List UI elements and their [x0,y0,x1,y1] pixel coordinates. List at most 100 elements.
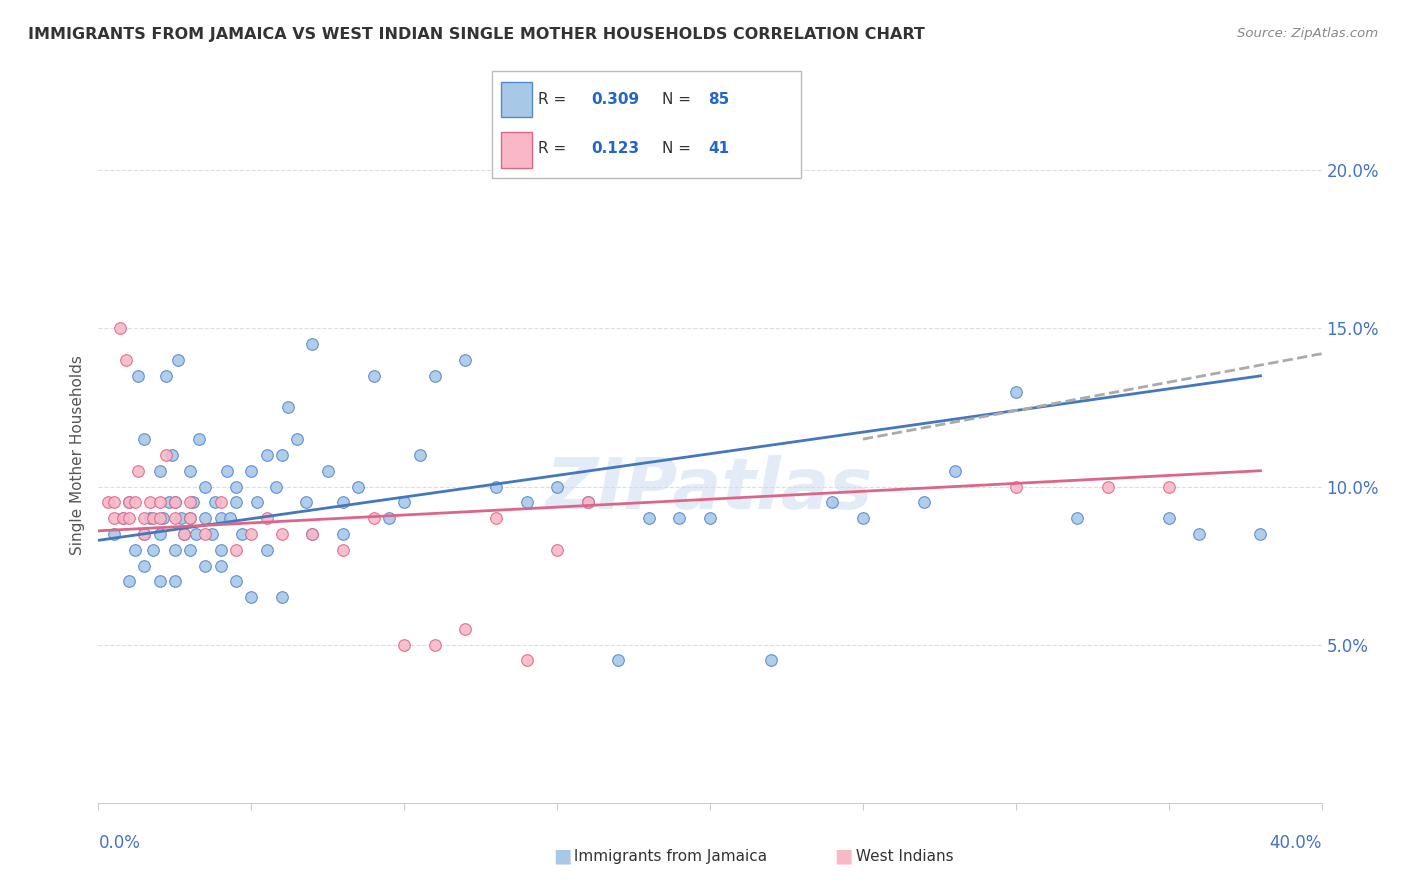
Point [225,542,247,557]
Point [576,495,599,509]
Point [912,495,935,509]
Point [454,622,477,636]
Text: 40.0%: 40.0% [1270,834,1322,852]
Bar [502,132,533,168]
Point [127,464,149,478]
Point [111,511,134,525]
Point [1188,527,1211,541]
Point [194,558,217,573]
Point [127,368,149,383]
Point [163,542,186,557]
Point [332,542,354,557]
Point [363,511,385,525]
Point [607,653,630,667]
Point [301,527,323,541]
Point [546,479,568,493]
Point [179,464,201,478]
Point [332,495,354,509]
Point [139,495,162,509]
Point [240,464,263,478]
Point [761,653,783,667]
Point [163,574,186,589]
Point [163,511,186,525]
Point [163,495,186,509]
Point [108,321,131,335]
Point [1250,527,1272,541]
Text: N =: N = [662,92,696,107]
Bar [502,82,533,118]
Point [485,511,508,525]
Point [277,401,299,415]
Point [485,479,508,493]
Point [270,527,294,541]
Point [231,527,253,541]
Point [155,368,177,383]
Point [115,353,138,368]
Point [1004,479,1026,493]
Point [209,542,232,557]
Point [423,368,446,383]
Point [186,527,208,541]
Point [118,574,141,589]
Text: N =: N = [662,142,696,156]
Point [219,511,242,525]
Point [134,432,156,446]
Point [118,495,141,509]
Point [285,432,308,446]
Point [134,527,156,541]
Point [194,479,217,493]
Point [155,448,177,462]
Point [170,511,193,525]
Point [215,464,238,478]
Point [209,511,232,525]
Text: 0.309: 0.309 [591,92,640,107]
Point [209,495,232,509]
Point [1097,479,1119,493]
Point [240,591,263,605]
Text: 0.123: 0.123 [591,142,640,156]
Point [124,542,146,557]
Point [225,479,247,493]
Point [516,495,538,509]
Point [347,479,370,493]
Text: 41: 41 [709,142,730,156]
Point [256,448,278,462]
Point [157,495,180,509]
Text: ■: ■ [834,847,853,866]
Point [111,511,134,525]
Text: Immigrants from Jamaica: Immigrants from Jamaica [569,849,768,863]
Point [301,527,323,541]
FancyBboxPatch shape [492,71,801,178]
Point [668,511,690,525]
Point [1157,479,1180,493]
Text: West Indians: West Indians [851,849,953,863]
Point [179,511,201,525]
Point [225,574,247,589]
Point [1066,511,1088,525]
Point [149,464,172,478]
Point [270,448,294,462]
Point [516,653,538,667]
Point [103,527,125,541]
Point [142,542,165,557]
Point [173,527,195,541]
Point [149,495,172,509]
Point [179,542,201,557]
Point [270,591,294,605]
Point [194,527,217,541]
Point [332,527,354,541]
Point [363,368,385,383]
Point [1157,511,1180,525]
Point [316,464,339,478]
Point [149,574,172,589]
Point [118,511,141,525]
Point [378,511,401,525]
Point [209,558,232,573]
Point [152,511,174,525]
Text: ■: ■ [553,847,572,866]
Point [179,495,201,509]
Text: Source: ZipAtlas.com: Source: ZipAtlas.com [1237,27,1378,40]
Point [301,337,323,351]
Point [118,495,141,509]
Point [423,638,446,652]
